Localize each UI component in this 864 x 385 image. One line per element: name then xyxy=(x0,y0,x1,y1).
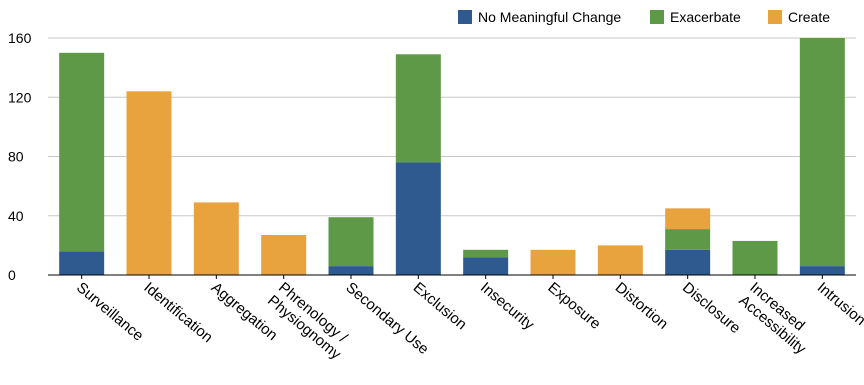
y-tick-label: 120 xyxy=(8,89,32,105)
bar-create xyxy=(126,91,172,275)
bar-exacerbate xyxy=(463,249,509,258)
y-tick-label: 160 xyxy=(8,30,32,46)
bar-create xyxy=(261,235,307,275)
bar-create xyxy=(193,202,239,275)
bar-create xyxy=(597,245,643,275)
bar-no-meaningful-change xyxy=(665,249,711,275)
y-tick-label: 0 xyxy=(8,267,16,283)
bar-exacerbate xyxy=(59,52,105,252)
legend-label: No Meaningful Change xyxy=(478,9,621,25)
bar-exacerbate xyxy=(799,38,845,267)
legend-label: Create xyxy=(788,9,830,25)
x-category-label: Exposure xyxy=(544,279,603,333)
x-category-label-line: Aggregation xyxy=(208,279,281,344)
x-category-label: Distortion xyxy=(612,279,671,333)
bar-no-meaningful-change xyxy=(395,162,441,275)
y-tick-label: 40 xyxy=(8,208,24,224)
legend: No Meaningful Change Exacerbate Create xyxy=(458,9,830,25)
bar-exacerbate xyxy=(395,54,441,163)
x-category-label: Intrusion xyxy=(814,279,864,329)
x-category-label-line: Insecurity xyxy=(477,279,537,334)
legend-label: Exacerbate xyxy=(670,9,741,25)
legend-swatch xyxy=(458,10,472,24)
x-category-label-line: Exposure xyxy=(544,279,603,333)
x-category-label: Phrenology /Physiognomy xyxy=(264,279,355,363)
x-category-label-line: Intrusion xyxy=(814,279,864,329)
bar-no-meaningful-change xyxy=(328,266,374,275)
legend-swatch xyxy=(650,10,664,24)
bar-no-meaningful-change xyxy=(463,257,509,275)
legend-swatch xyxy=(768,10,782,24)
bar-create xyxy=(530,249,576,275)
x-category-label: Surveillance xyxy=(73,279,147,345)
x-category-label: IncreasedAccessibility xyxy=(736,279,821,358)
x-category-label-line: Surveillance xyxy=(73,279,147,345)
x-category-label: Disclosure xyxy=(679,279,744,337)
x-category-label: Aggregation xyxy=(208,279,281,344)
x-category-label: Exclusion xyxy=(410,279,470,333)
bar-create xyxy=(665,208,711,230)
x-axis-labels: SurveillanceIdentificationAggregationPhr… xyxy=(73,279,864,363)
x-category-label: Identification xyxy=(140,279,215,346)
bar-exacerbate xyxy=(665,229,711,250)
y-tick-label: 80 xyxy=(8,149,24,165)
bars xyxy=(59,38,845,275)
x-category-label-line: Exclusion xyxy=(410,279,470,333)
bar-no-meaningful-change xyxy=(799,266,845,275)
bar-exacerbate xyxy=(328,217,374,267)
x-category-label: Insecurity xyxy=(477,279,537,334)
bar-no-meaningful-change xyxy=(59,251,105,275)
x-category-label-line: Identification xyxy=(140,279,215,346)
y-axis: 0 40 80 120 160 xyxy=(8,30,856,283)
x-category-label-line: Distortion xyxy=(612,279,671,333)
x-category-label-line: Disclosure xyxy=(679,279,744,337)
bar-exacerbate xyxy=(732,240,778,275)
